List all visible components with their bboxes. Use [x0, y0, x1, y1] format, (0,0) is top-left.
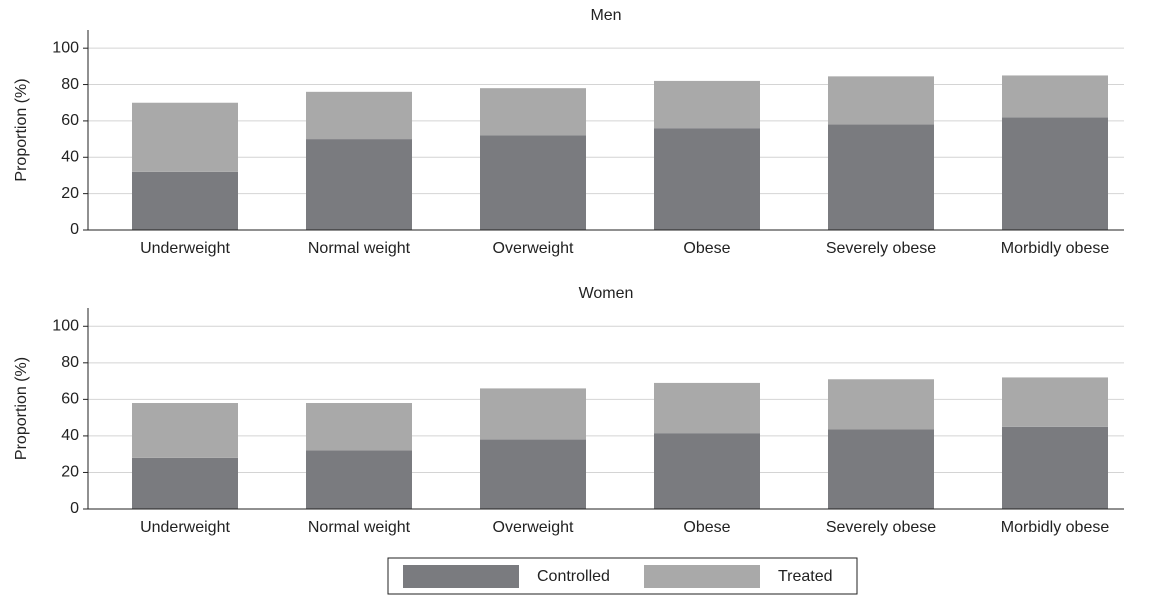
y-tick-label: 20 [61, 185, 79, 202]
bar-segment [132, 102, 238, 172]
x-tick-label: Obese [683, 240, 730, 257]
x-tick-label: Overweight [493, 240, 574, 257]
bar-segment [1002, 117, 1108, 230]
x-tick-label: Severely obese [826, 240, 936, 257]
bar-segment [306, 403, 412, 451]
y-tick-label: 20 [61, 464, 79, 481]
x-tick-label: Underweight [140, 240, 230, 257]
bar-segment [1002, 75, 1108, 118]
x-tick-label: Normal weight [308, 519, 411, 536]
bar-segment [132, 457, 238, 509]
x-tick-label: Underweight [140, 519, 230, 536]
y-tick-label: 80 [61, 354, 79, 371]
x-tick-label: Normal weight [308, 240, 411, 257]
bar-segment [1002, 377, 1108, 427]
bar-segment [654, 128, 760, 230]
y-tick-label: 60 [61, 391, 79, 408]
x-tick-label: Morbidly obese [1001, 240, 1110, 257]
bar-segment [828, 124, 934, 230]
bar-segment [654, 382, 760, 434]
x-tick-label: Overweight [493, 519, 574, 536]
y-tick-label: 80 [61, 76, 79, 93]
bar-segment [654, 80, 760, 129]
y-axis-label: Proportion (%) [13, 78, 30, 181]
bar-segment [306, 450, 412, 509]
bar-segment [828, 76, 934, 125]
bar-segment [306, 91, 412, 140]
bar-segment [480, 439, 586, 509]
legend-swatch [644, 565, 760, 588]
y-tick-label: 0 [70, 221, 79, 238]
y-axis-label: Proportion (%) [13, 357, 30, 460]
bar-segment [132, 403, 238, 458]
x-tick-label: Obese [683, 519, 730, 536]
legend-swatch [403, 565, 519, 588]
legend-label: Controlled [537, 568, 610, 585]
x-tick-label: Severely obese [826, 519, 936, 536]
legend-label: Treated [778, 568, 833, 585]
y-tick-label: 100 [52, 317, 79, 334]
y-tick-label: 60 [61, 112, 79, 129]
y-tick-label: 40 [61, 427, 79, 444]
bar-segment [828, 379, 934, 430]
x-tick-label: Morbidly obese [1001, 519, 1110, 536]
chart-title: Women [579, 285, 634, 302]
y-tick-label: 40 [61, 148, 79, 165]
y-tick-label: 0 [70, 500, 79, 517]
bar-segment [654, 433, 760, 509]
bar-segment [306, 139, 412, 230]
bar-segment [480, 88, 586, 136]
bar-segment [132, 171, 238, 230]
chart-title: Men [590, 7, 621, 24]
bar-segment [1002, 426, 1108, 509]
bar-segment [480, 135, 586, 230]
y-tick-label: 100 [52, 39, 79, 56]
bar-segment [828, 429, 934, 509]
bar-segment [480, 388, 586, 440]
